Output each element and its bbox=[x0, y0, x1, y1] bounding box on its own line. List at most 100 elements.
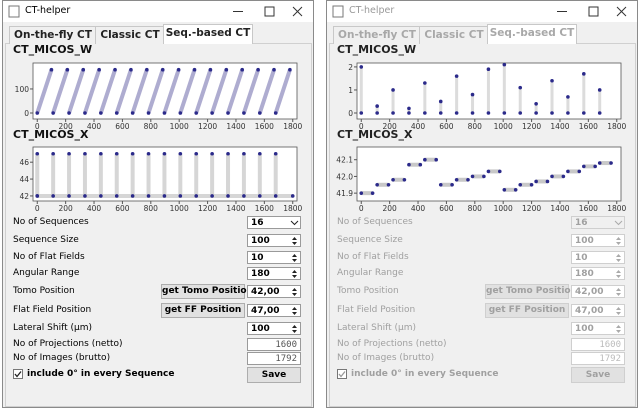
dropdown-arrow[interactable] bbox=[290, 217, 299, 228]
combo-box[interactable]: 16 bbox=[247, 216, 301, 229]
button[interactable]: get FF Position bbox=[161, 303, 245, 318]
tab[interactable]: Classic CT bbox=[419, 26, 489, 44]
data-point bbox=[162, 151, 167, 156]
arrow-down bbox=[292, 259, 297, 262]
spin-arrows[interactable] bbox=[614, 252, 623, 263]
data-point bbox=[97, 67, 101, 72]
title-bar: CT-helper bbox=[327, 1, 637, 22]
data-line bbox=[51, 69, 70, 114]
data-point bbox=[242, 111, 246, 115]
spin-arrows[interactable] bbox=[290, 305, 299, 316]
data-point bbox=[273, 151, 278, 156]
tab[interactable]: On-the-fly CT bbox=[333, 26, 421, 44]
app-icon bbox=[332, 5, 344, 18]
arrow-up bbox=[292, 325, 297, 328]
spin-box[interactable]: 10 bbox=[571, 251, 625, 264]
tab[interactable]: Seq.-based CT bbox=[487, 24, 577, 44]
data-point bbox=[550, 111, 554, 115]
spin-arrows[interactable] bbox=[290, 252, 299, 263]
save-button[interactable]: Save bbox=[247, 367, 301, 383]
spin-arrows[interactable] bbox=[290, 235, 299, 246]
x-tick-label: 600 bbox=[115, 122, 130, 131]
data-point bbox=[434, 157, 438, 162]
spin-arrows[interactable] bbox=[290, 286, 299, 297]
x-tick-label: 1600 bbox=[255, 204, 274, 213]
x-tick-label: 1800 bbox=[607, 122, 626, 131]
data-point bbox=[582, 72, 586, 76]
data-point bbox=[51, 194, 55, 198]
button[interactable]: get Tomo Position bbox=[161, 284, 253, 299]
spin-arrows[interactable] bbox=[290, 268, 299, 279]
x-tick-label: 200 bbox=[58, 204, 73, 213]
checkbox[interactable] bbox=[337, 369, 347, 379]
x-tick-label: 0 bbox=[35, 122, 40, 131]
data-line bbox=[226, 69, 245, 114]
data-point bbox=[497, 169, 502, 174]
combo-box[interactable]: 16 bbox=[571, 216, 625, 229]
arrow-up bbox=[616, 237, 621, 240]
arrow-down bbox=[616, 259, 621, 262]
data-point bbox=[35, 194, 40, 198]
spin-box[interactable]: 100 bbox=[247, 234, 301, 247]
spin-box[interactable]: 180 bbox=[571, 267, 625, 280]
arrow bbox=[614, 220, 623, 226]
button[interactable]: get Tomo Position bbox=[485, 284, 577, 299]
x-tick-label: 1600 bbox=[579, 122, 598, 131]
data-point bbox=[370, 191, 375, 195]
data-point bbox=[391, 111, 395, 115]
data-point bbox=[194, 111, 199, 115]
check-mark bbox=[14, 371, 22, 378]
arrow-up bbox=[292, 288, 297, 291]
checkbox-label: include 0° in every Sequence bbox=[27, 369, 175, 379]
data-line bbox=[257, 69, 276, 114]
y-tick-label: 2 bbox=[348, 63, 353, 72]
x-tick-label: 800 bbox=[468, 204, 483, 213]
x-tick-label: 1000 bbox=[170, 122, 189, 131]
spin-box[interactable]: 100 bbox=[571, 234, 625, 247]
spin-box[interactable]: 100 bbox=[571, 322, 625, 335]
tab[interactable]: Seq.-based CT bbox=[163, 24, 253, 44]
data-point bbox=[192, 67, 197, 72]
spin-box[interactable]: 47,00 bbox=[571, 304, 625, 317]
spin-box[interactable]: 100 bbox=[247, 322, 301, 335]
spin-arrows[interactable] bbox=[290, 323, 299, 334]
checkbox[interactable] bbox=[13, 369, 23, 379]
plot-title: CT_MICOS_X bbox=[337, 128, 413, 141]
x-tick-label: 400 bbox=[411, 122, 426, 131]
data-point bbox=[178, 194, 183, 198]
data-point bbox=[194, 151, 199, 156]
spin-box[interactable]: 47,00 bbox=[247, 304, 301, 317]
data-line bbox=[114, 69, 133, 114]
button[interactable]: get FF Position bbox=[485, 303, 569, 318]
spin-arrows[interactable] bbox=[614, 235, 623, 246]
tab[interactable]: Classic CT bbox=[95, 26, 165, 44]
data-point bbox=[438, 182, 443, 187]
arrow-down bbox=[292, 330, 297, 333]
spin-arrows[interactable] bbox=[614, 286, 623, 297]
spin-box[interactable]: 10 bbox=[247, 251, 301, 264]
x-tick-label: 800 bbox=[144, 122, 159, 131]
data-line bbox=[162, 69, 181, 114]
tab[interactable]: On-the-fly CT bbox=[9, 26, 97, 44]
data-point bbox=[114, 111, 119, 115]
save-button[interactable]: Save bbox=[571, 367, 625, 383]
x-tick-label: 1600 bbox=[579, 204, 598, 213]
spin-box[interactable]: 180 bbox=[247, 267, 301, 280]
spin-arrows[interactable] bbox=[614, 305, 623, 316]
spin-box[interactable]: 42,00 bbox=[247, 285, 301, 298]
data-point bbox=[83, 151, 87, 156]
spin-box[interactable]: 42,00 bbox=[571, 285, 625, 298]
x-tick-label: 600 bbox=[115, 204, 130, 213]
data-point bbox=[359, 191, 364, 195]
arrow-up bbox=[616, 325, 621, 328]
x-tick-label: 0 bbox=[359, 204, 364, 213]
window-title: CT-helper bbox=[25, 5, 71, 16]
data-point bbox=[486, 67, 491, 72]
spin-arrows[interactable] bbox=[614, 268, 623, 279]
spin-arrows[interactable] bbox=[614, 323, 623, 334]
window: CT-helper On-the-fly CT Classic CT Seq.-bas… bbox=[326, 0, 638, 408]
dropdown-arrow[interactable] bbox=[614, 217, 623, 228]
data-point bbox=[256, 67, 260, 72]
tick bbox=[338, 371, 346, 378]
data-point bbox=[402, 177, 407, 182]
